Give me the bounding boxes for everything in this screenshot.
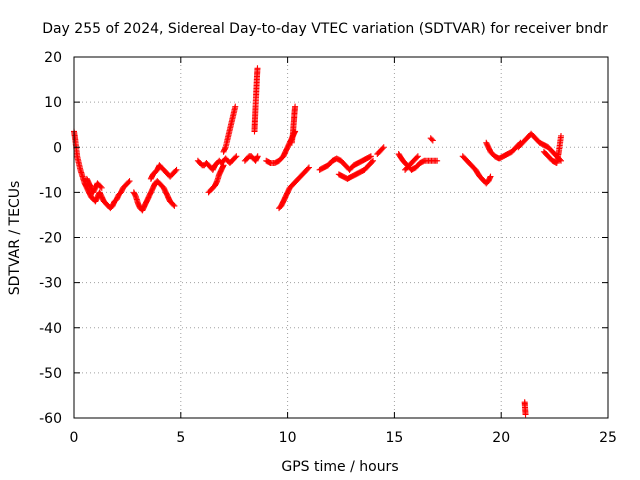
x-tick-label: 25 [599, 430, 617, 446]
data-point [414, 153, 421, 160]
series-arc20 [483, 139, 524, 162]
y-tick-label: -60 [39, 411, 62, 427]
y-tick-label: -40 [39, 321, 62, 337]
data-point [172, 167, 179, 174]
series-arc22 [540, 132, 565, 167]
series-arc14 [335, 157, 377, 182]
data-point [487, 173, 494, 180]
chart-title: Day 255 of 2024, Sidereal Day-to-day VTE… [42, 21, 608, 37]
y-tick-label: -30 [39, 276, 62, 292]
series-arc4 [147, 162, 180, 182]
data-point [232, 154, 239, 161]
data-point [558, 157, 565, 164]
data-point [97, 183, 104, 190]
data-point [305, 164, 312, 171]
series-arc2 [83, 175, 105, 196]
data-point [429, 137, 436, 144]
series-arc6 [205, 162, 227, 196]
y-tick-label: 10 [44, 95, 62, 111]
series-arc17 [402, 153, 421, 173]
series-arc23 [521, 399, 529, 418]
x-tick-label: 5 [176, 430, 185, 446]
x-tick-label: 0 [70, 430, 79, 446]
x-tick-label: 10 [279, 430, 297, 446]
data-point [368, 158, 375, 165]
series-arc7 [220, 103, 239, 155]
y-tick-label: -10 [39, 185, 62, 201]
x-axis-label: GPS time / hours [281, 459, 398, 475]
data-point [292, 103, 299, 110]
series-arc15 [374, 144, 387, 158]
series-arc18 [427, 135, 436, 144]
x-tick-label: 15 [385, 430, 403, 446]
series-arc11 [288, 103, 299, 146]
data-points [71, 65, 565, 418]
series-arc5 [194, 153, 240, 173]
data-point [171, 202, 178, 209]
series-arc8 [241, 153, 261, 164]
data-point [379, 145, 386, 152]
data-point [173, 166, 180, 173]
data-point [170, 201, 177, 208]
data-point [380, 144, 387, 151]
y-tick-label: -50 [39, 366, 62, 382]
data-point [125, 179, 132, 186]
data-point [254, 153, 261, 160]
data-point [220, 162, 227, 169]
data-point [428, 136, 435, 143]
series-arc3 [130, 178, 178, 214]
data-point [370, 157, 377, 164]
series-arc16 [395, 151, 441, 173]
data-point [366, 153, 373, 160]
y-tick-label: 20 [44, 50, 62, 66]
y-axis-label: SDTVAR / TECUs [7, 181, 23, 296]
y-tick-label: -20 [39, 231, 62, 247]
x-tick-label: 20 [492, 430, 510, 446]
data-point [434, 157, 441, 164]
data-point [304, 165, 311, 172]
data-point [367, 153, 374, 160]
y-tick-label: 0 [53, 140, 62, 156]
data-point [522, 411, 529, 418]
data-point [233, 153, 240, 160]
data-point [254, 65, 261, 72]
data-point [126, 178, 133, 185]
series-arc19 [459, 153, 494, 187]
data-point [232, 103, 239, 110]
series-arc12 [276, 164, 312, 212]
data-point [413, 154, 420, 161]
data-point [558, 132, 565, 139]
data-point [98, 184, 105, 191]
series-arc13 [316, 153, 374, 173]
axis-ticks: 0 5 10 15 20 25 20 10 0 -10 -20 -30 -40 -50 -60 [39, 50, 617, 446]
series-arc9 [251, 65, 261, 135]
